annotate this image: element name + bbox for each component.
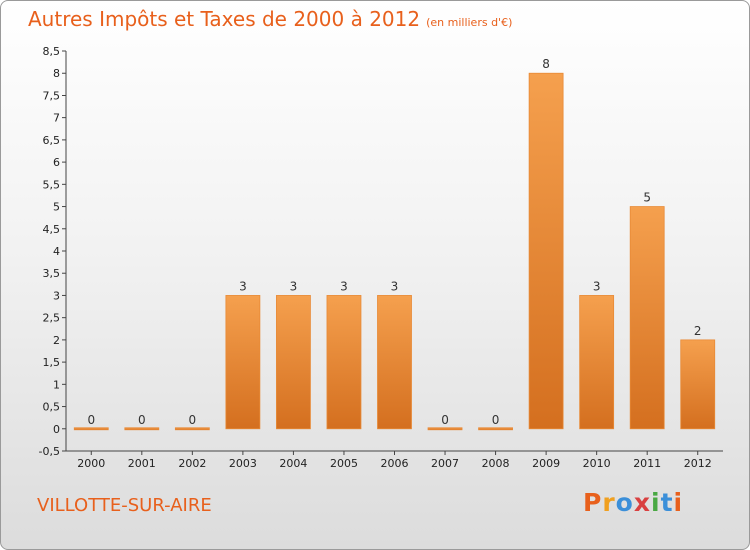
data-label: 0 — [441, 413, 449, 427]
data-label: 0 — [138, 413, 146, 427]
x-tick-label: 2004 — [279, 457, 307, 470]
bar — [124, 427, 160, 431]
x-tick-label: 2003 — [229, 457, 257, 470]
bar — [579, 295, 615, 430]
data-label: 3 — [593, 279, 601, 293]
bar — [326, 295, 362, 430]
y-tick-label: 8 — [53, 67, 60, 80]
x-tick-label: 2006 — [381, 457, 409, 470]
chart-bars: 0 0 0 3 3 3 3 0 0 8 3 5 2 — [73, 57, 716, 431]
y-tick-label: 2,5 — [43, 312, 61, 325]
x-tick-label: 2012 — [684, 457, 712, 470]
x-tick-label: 2001 — [128, 457, 156, 470]
y-tick-label: 8,5 — [43, 45, 61, 58]
x-tick-label: 2010 — [583, 457, 611, 470]
title-text: Autres Impôts et Taxes de 2000 à 2012 — [28, 7, 421, 31]
y-tick-label: 0,5 — [43, 401, 61, 414]
y-tick-label: 1 — [53, 378, 60, 391]
proxiti-logo[interactable]: Proxiti — [583, 488, 683, 517]
x-tick-label: 2009 — [532, 457, 560, 470]
y-tick-label: 4,5 — [43, 223, 61, 236]
logo-letter: x — [633, 488, 651, 517]
x-tick-label: 2000 — [77, 457, 105, 470]
y-tick-label: 4 — [53, 245, 60, 258]
bar — [528, 72, 564, 430]
logo-letter: P — [583, 488, 603, 517]
logo-letter: r — [602, 488, 616, 517]
bar — [427, 427, 463, 431]
y-tick-label: 6,5 — [43, 134, 61, 147]
bar — [377, 295, 412, 430]
data-label: 0 — [87, 413, 95, 427]
logo-letter: o — [615, 488, 634, 517]
y-tick-label: 6 — [53, 156, 60, 169]
data-label: 3 — [239, 279, 247, 293]
data-label: 3 — [340, 279, 348, 293]
data-label: 3 — [391, 279, 399, 293]
commune-name: VILLOTTE-SUR-AIRE — [37, 495, 212, 516]
x-tick-label: 2007 — [431, 457, 459, 470]
data-label: 8 — [542, 57, 550, 71]
x-tick-label: 2002 — [178, 457, 206, 470]
bar — [629, 206, 665, 430]
y-tick-label: 7 — [53, 112, 60, 125]
chart-title: Autres Impôts et Taxes de 2000 à 2012 (en… — [28, 7, 512, 31]
y-tick-label: 2 — [53, 334, 60, 347]
logo-letter: i — [651, 488, 661, 517]
y-tick-label: 7,5 — [43, 89, 61, 102]
data-label: 3 — [290, 279, 298, 293]
data-label: 0 — [492, 413, 500, 427]
bar — [174, 427, 210, 431]
data-label: 2 — [694, 324, 702, 338]
y-tick-label: 1,5 — [43, 356, 61, 369]
bar — [73, 427, 109, 431]
x-tick-label: 2005 — [330, 457, 358, 470]
data-label: 5 — [643, 191, 651, 205]
y-tick-label: 5,5 — [43, 178, 61, 191]
x-tick-label: 2011 — [633, 457, 661, 470]
bar — [478, 427, 513, 431]
logo-letter: t — [660, 488, 674, 517]
y-tick-label: 5 — [53, 201, 60, 214]
y-tick-label: -0,5 — [39, 445, 60, 458]
y-tick-label: 0 — [53, 423, 60, 436]
title-unit: (en milliers d'€) — [426, 16, 513, 29]
bar — [680, 339, 716, 430]
y-tick-label: 3,5 — [43, 267, 61, 280]
data-label: 0 — [189, 413, 197, 427]
x-tick-label: 2008 — [482, 457, 510, 470]
bar — [225, 295, 261, 430]
chart-axes: -0,5 0 0,5 1 1,5 2 2,5 3 3,5 4 4,5 5 5,5 6 6,5 7 7,5 8 8,5… — [39, 45, 723, 470]
bar — [276, 295, 311, 430]
y-tick-label: 3 — [53, 289, 60, 302]
logo-letter: i — [673, 488, 684, 517]
